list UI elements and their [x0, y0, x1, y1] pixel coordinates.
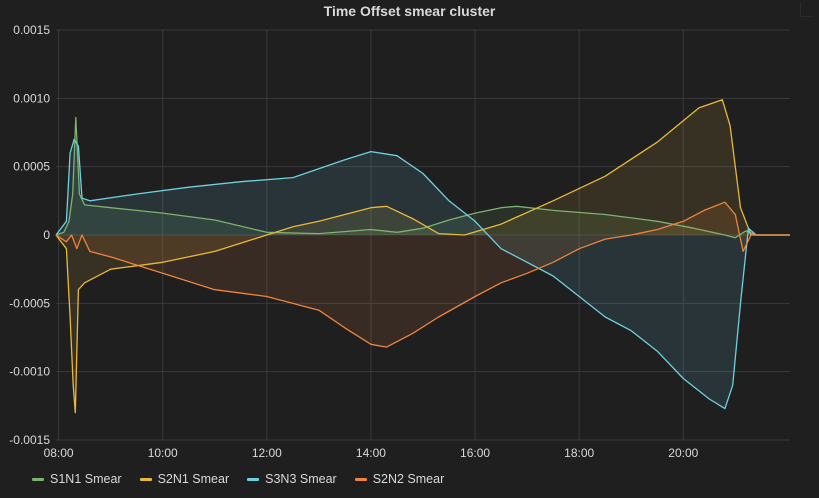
x-tick-label: 08:00	[44, 446, 74, 460]
y-tick-label: 0.0010	[13, 91, 50, 105]
x-tick-label: 20:00	[668, 446, 698, 460]
y-tick-label: -0.0005	[9, 296, 50, 310]
legend-item[interactable]: S3N3 Smear	[247, 472, 337, 486]
series-line[interactable]	[55, 138, 790, 410]
y-tick-label: 0.0005	[13, 160, 50, 174]
y-axis: 0.0015 0.0010 0.0005 0 -0.0005 -0.0010 -0.0015	[9, 23, 50, 447]
series-line[interactable]	[55, 201, 790, 348]
x-tick-label: 16:00	[460, 446, 490, 460]
legend-label: S2N1 Smear	[157, 472, 230, 486]
series-area	[56, 139, 790, 409]
legend-swatch-icon	[139, 477, 152, 481]
x-tick-label: 18:00	[564, 446, 594, 460]
legend-label: S1N1 Smear	[50, 472, 122, 486]
y-tick-label: -0.0015	[9, 433, 50, 447]
x-tick-label: 12:00	[252, 446, 282, 460]
resize-handle-icon[interactable]	[800, 2, 811, 17]
x-axis: 08:00 10:00 12:00 14:00 16:00 18:00 20:00	[44, 446, 699, 460]
legend-swatch-icon	[32, 477, 44, 481]
legend-item[interactable]: S2N2 Smear	[354, 472, 445, 486]
series-line[interactable]	[55, 99, 790, 414]
legend-label: S3N3 Smear	[265, 472, 337, 486]
series-line[interactable]	[55, 116, 790, 239]
y-tick-label: 0	[43, 228, 50, 242]
y-tick-label: 0.0015	[13, 23, 50, 37]
x-tick-label: 14:00	[356, 446, 386, 460]
legend-swatch-icon	[247, 477, 260, 481]
legend-item[interactable]: S2N1 Smear	[139, 472, 230, 486]
series-lines	[55, 99, 790, 414]
y-tick-label: -0.0010	[9, 365, 50, 379]
x-tick-label: 10:00	[148, 446, 178, 460]
panel-title[interactable]: Time Offset smear cluster	[323, 3, 496, 19]
legend-label: S2N2 Smear	[372, 472, 445, 486]
legend-item[interactable]: S1N1 Smear	[32, 472, 122, 486]
chart-grid	[56, 29, 790, 441]
legend-swatch-icon	[354, 477, 367, 481]
series-area	[56, 99, 790, 413]
legend: S1N1 Smear S2N1 Smear S3N3 Smear S2N2 Smear	[32, 470, 444, 488]
series-area	[56, 117, 790, 238]
series-fills	[56, 99, 790, 413]
